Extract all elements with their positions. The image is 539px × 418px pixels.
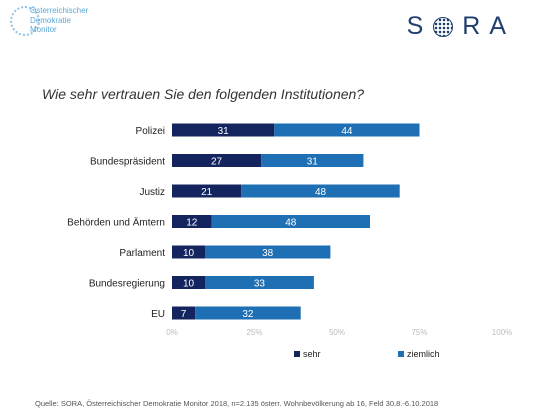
logo-line-1: Österreichischer <box>30 6 89 15</box>
sora-logo-text-post: RA <box>462 12 515 40</box>
bar-ziemlich <box>211 215 370 228</box>
bar-ziemlich <box>205 245 331 259</box>
category-label: Polizei <box>136 126 165 137</box>
bar-ziemlich <box>274 123 420 137</box>
globe-icon <box>433 16 454 37</box>
category-label: Behörden und Ämtern <box>67 217 165 229</box>
data-label-ziemlich: 48 <box>315 187 327 198</box>
data-label-ziemlich: 33 <box>254 279 266 290</box>
bar-sehr <box>172 123 275 137</box>
sora-logo-text-pre: S <box>406 12 433 40</box>
data-label-sehr: 27 <box>211 157 223 168</box>
logo-ring-icon <box>10 6 40 36</box>
x-tick-label: 25% <box>246 328 262 337</box>
bar-sehr <box>172 215 212 228</box>
x-tick-label: 100% <box>492 328 512 337</box>
bar-sehr <box>172 184 242 198</box>
data-label-ziemlich: 38 <box>262 248 274 259</box>
category-label: Bundesregierung <box>89 279 165 290</box>
legend-label-ziemlich: ziemlich <box>407 349 440 359</box>
category-label: Justiz <box>139 187 165 198</box>
logo-line-2: Demokratie <box>30 15 71 25</box>
trust-bar-chart: Polizei 31 44 Bundespräsident 27 31 Justiz 21 48… <box>67 123 512 359</box>
data-label-sehr: 10 <box>183 248 195 259</box>
category-label: Bundespräsident <box>90 157 165 168</box>
data-label-ziemlich: 31 <box>307 157 319 168</box>
bar-ziemlich <box>241 184 400 198</box>
data-label-ziemlich: 32 <box>242 309 254 320</box>
category-label: Parlament <box>119 248 165 259</box>
democracy-monitor-logo: Österreichischer Demokratie Monitor <box>10 4 120 42</box>
bar-sehr <box>172 245 205 259</box>
data-label-ziemlich: 44 <box>341 126 353 137</box>
bar-sehr <box>172 306 196 320</box>
data-label-sehr: 21 <box>201 187 213 198</box>
source-note: Quelle: SORA, Österreichischer Demokrati… <box>35 399 439 408</box>
x-tick-label: 75% <box>411 328 427 337</box>
data-label-sehr: 31 <box>218 126 230 137</box>
logo-line-3: Monitor <box>30 25 57 34</box>
data-label-ziemlich: 48 <box>285 218 297 229</box>
chart-title: Wie sehr vertrauen Sie den folgenden Ins… <box>42 86 365 102</box>
x-tick-label: 0% <box>166 328 178 337</box>
x-tick-label: 50% <box>329 328 345 337</box>
legend-label-sehr: sehr <box>303 349 321 359</box>
category-label: EU <box>151 309 165 320</box>
bar-sehr <box>172 154 262 167</box>
bar-sehr <box>172 276 205 289</box>
bar-ziemlich <box>205 276 314 289</box>
data-label-sehr: 7 <box>181 309 187 320</box>
legend-swatch-ziemlich <box>398 351 404 357</box>
legend-swatch-sehr <box>294 351 300 357</box>
data-label-sehr: 12 <box>186 218 198 229</box>
sora-logo: S RA <box>407 12 515 41</box>
data-label-sehr: 10 <box>183 279 195 290</box>
bar-ziemlich <box>261 154 364 167</box>
bar-ziemlich <box>195 306 301 320</box>
